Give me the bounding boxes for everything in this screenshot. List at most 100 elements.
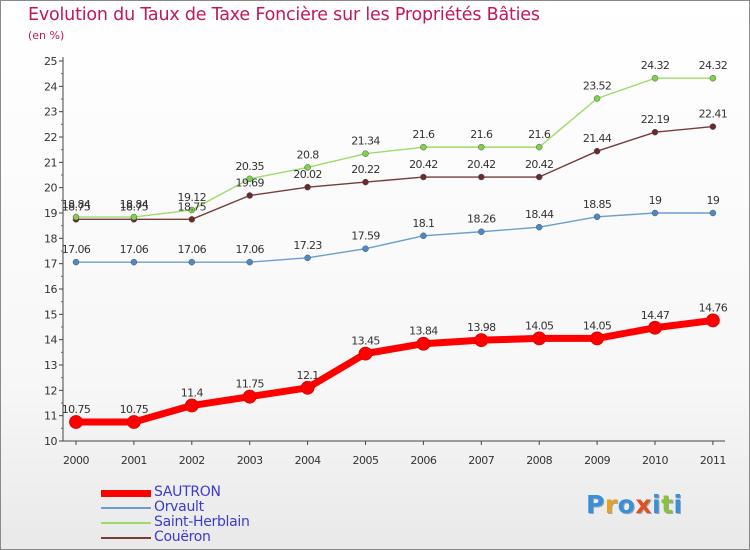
data-point (304, 183, 311, 191)
legend-item: Couëron (101, 529, 381, 546)
data-point (420, 173, 427, 181)
x-tick-label: 2009 (584, 454, 610, 467)
chart-subtitle: (en %) (28, 29, 65, 42)
data-point (246, 175, 253, 183)
data-point (651, 128, 659, 136)
legend-item: SAUTRON (101, 484, 381, 501)
legend-item: Orvault (101, 499, 381, 516)
y-tick-label: 19 (44, 207, 57, 220)
x-tick-label: 2004 (295, 454, 321, 467)
data-label: 20.22 (351, 163, 380, 176)
data-point (648, 320, 662, 335)
data-point (535, 223, 543, 231)
data-label: 14.05 (583, 319, 612, 332)
legend-item: Saint-Herblain (101, 514, 381, 531)
x-tick-label: 2001 (121, 454, 147, 467)
data-point (478, 173, 485, 181)
data-label: 18.75 (120, 200, 149, 213)
data-point (188, 206, 196, 214)
chart-title: Evolution du Taux de Taxe Foncière sur l… (28, 5, 540, 25)
data-point (362, 178, 369, 186)
data-point (478, 143, 485, 151)
proxiti-logo: Proxiti (586, 490, 683, 519)
data-label: 13.98 (467, 321, 496, 334)
legend-label: SAUTRON (154, 484, 221, 500)
data-label: 22.41 (699, 108, 728, 121)
legend-swatch (101, 522, 151, 524)
y-tick-label: 22 (44, 131, 57, 144)
y-tick-label: 12 (44, 384, 57, 397)
data-point (358, 346, 373, 361)
data-label: 11.75 (235, 378, 264, 391)
data-label: 20.42 (525, 158, 554, 171)
data-point (130, 213, 138, 221)
legend-label: Orvault (154, 499, 204, 515)
y-tick-label: 11 (44, 410, 57, 423)
data-label: 19.69 (235, 177, 264, 190)
data-point (304, 254, 311, 262)
data-label: 17.23 (293, 239, 322, 252)
data-point (304, 164, 311, 171)
series-line-saint-herblain (75, 77, 714, 218)
data-point (420, 232, 427, 240)
data-point (420, 143, 427, 151)
data-label: 17.06 (62, 243, 91, 256)
data-point (72, 213, 80, 221)
data-point (72, 258, 80, 266)
data-label: 20.35 (235, 160, 264, 173)
data-label: 20.42 (409, 158, 438, 171)
data-point (709, 74, 717, 82)
x-tick-label: 2007 (468, 454, 494, 467)
data-point (246, 258, 253, 266)
legend-label: Saint-Herblain (154, 514, 250, 530)
data-label: 21.34 (351, 135, 380, 148)
x-tick-label: 2010 (642, 454, 668, 467)
y-tick-label: 13 (44, 359, 57, 372)
x-tick-label: 2003 (237, 454, 263, 467)
data-point (69, 415, 83, 429)
data-label: 20.02 (293, 168, 322, 181)
data-point (590, 331, 604, 346)
data-label: 20.8 (297, 148, 320, 161)
data-point (242, 389, 257, 404)
legend-swatch (101, 507, 151, 509)
data-label: 24.32 (699, 59, 728, 72)
data-label: 18.75 (62, 200, 91, 213)
data-label: 14.76 (699, 301, 728, 314)
data-point (706, 313, 720, 328)
y-tick-label: 16 (44, 283, 57, 296)
data-point (188, 216, 196, 223)
data-point (362, 245, 369, 252)
data-label: 21.6 (470, 128, 493, 141)
data-point (593, 95, 601, 102)
y-tick-label: 10 (44, 435, 57, 448)
x-tick-label: 2002 (179, 454, 205, 467)
data-label: 17.06 (120, 243, 149, 256)
data-label: 21.44 (583, 132, 612, 145)
data-label: 21.6 (528, 128, 551, 141)
data-point (188, 258, 196, 266)
data-point (593, 213, 601, 221)
x-tick-label: 2008 (526, 454, 552, 467)
data-label: 14.47 (641, 309, 670, 322)
x-tick-label: 2006 (410, 454, 436, 467)
data-label: 22.19 (641, 113, 670, 126)
y-tick-label: 14 (44, 334, 57, 347)
y-tick-label: 15 (44, 308, 57, 321)
data-label: 19 (706, 194, 719, 207)
data-point (593, 147, 601, 155)
data-label: 20.42 (467, 158, 496, 171)
data-point (651, 209, 659, 217)
x-tick-label: 2011 (700, 454, 726, 467)
data-label: 19 (649, 194, 662, 207)
legend: SAUTRON Orvault Saint-Herblain Couëron (101, 484, 381, 546)
data-label: 18.85 (583, 198, 612, 211)
data-point (130, 258, 138, 266)
data-label: 19.12 (178, 191, 207, 204)
y-tick-label: 18 (44, 232, 57, 245)
y-tick-label: 24 (44, 80, 57, 93)
data-label: 24.32 (641, 59, 670, 72)
data-label: 23.52 (583, 79, 612, 92)
data-label: 13.45 (351, 335, 380, 348)
